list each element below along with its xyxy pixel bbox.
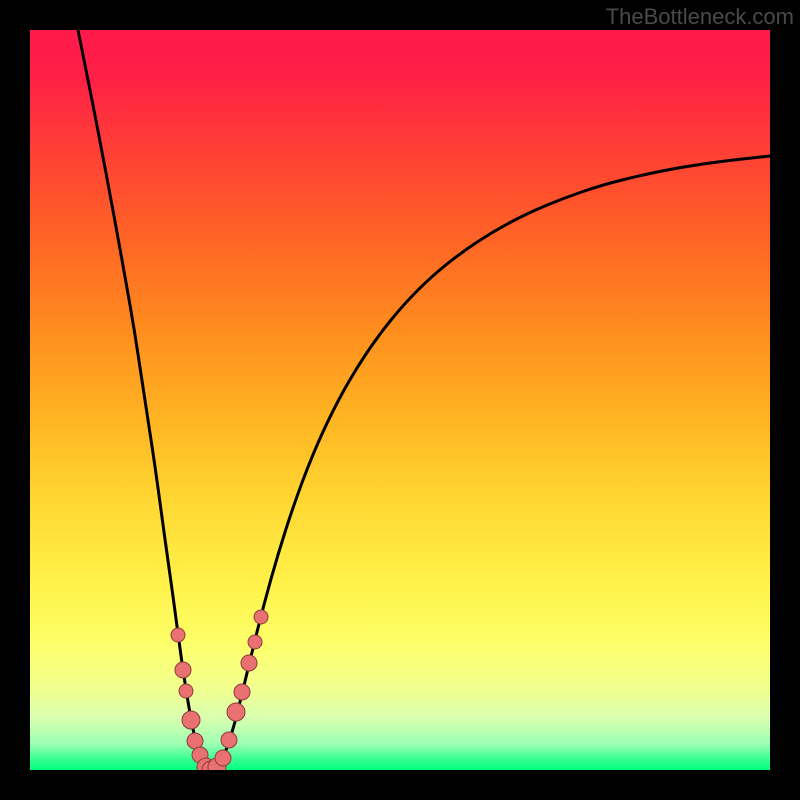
data-marker (182, 711, 200, 729)
data-marker (227, 703, 245, 721)
data-marker (234, 684, 250, 700)
chart-frame: TheBottleneck.com (0, 0, 800, 800)
gradient-background (30, 30, 770, 770)
data-marker (171, 628, 185, 642)
plot-area (30, 30, 770, 770)
data-marker (215, 750, 231, 766)
watermark-text: TheBottleneck.com (606, 4, 794, 30)
data-marker (179, 684, 193, 698)
data-marker (175, 662, 191, 678)
data-marker (254, 610, 268, 624)
data-marker (241, 655, 257, 671)
data-marker (221, 732, 237, 748)
chart-svg (30, 30, 770, 770)
data-marker (248, 635, 262, 649)
